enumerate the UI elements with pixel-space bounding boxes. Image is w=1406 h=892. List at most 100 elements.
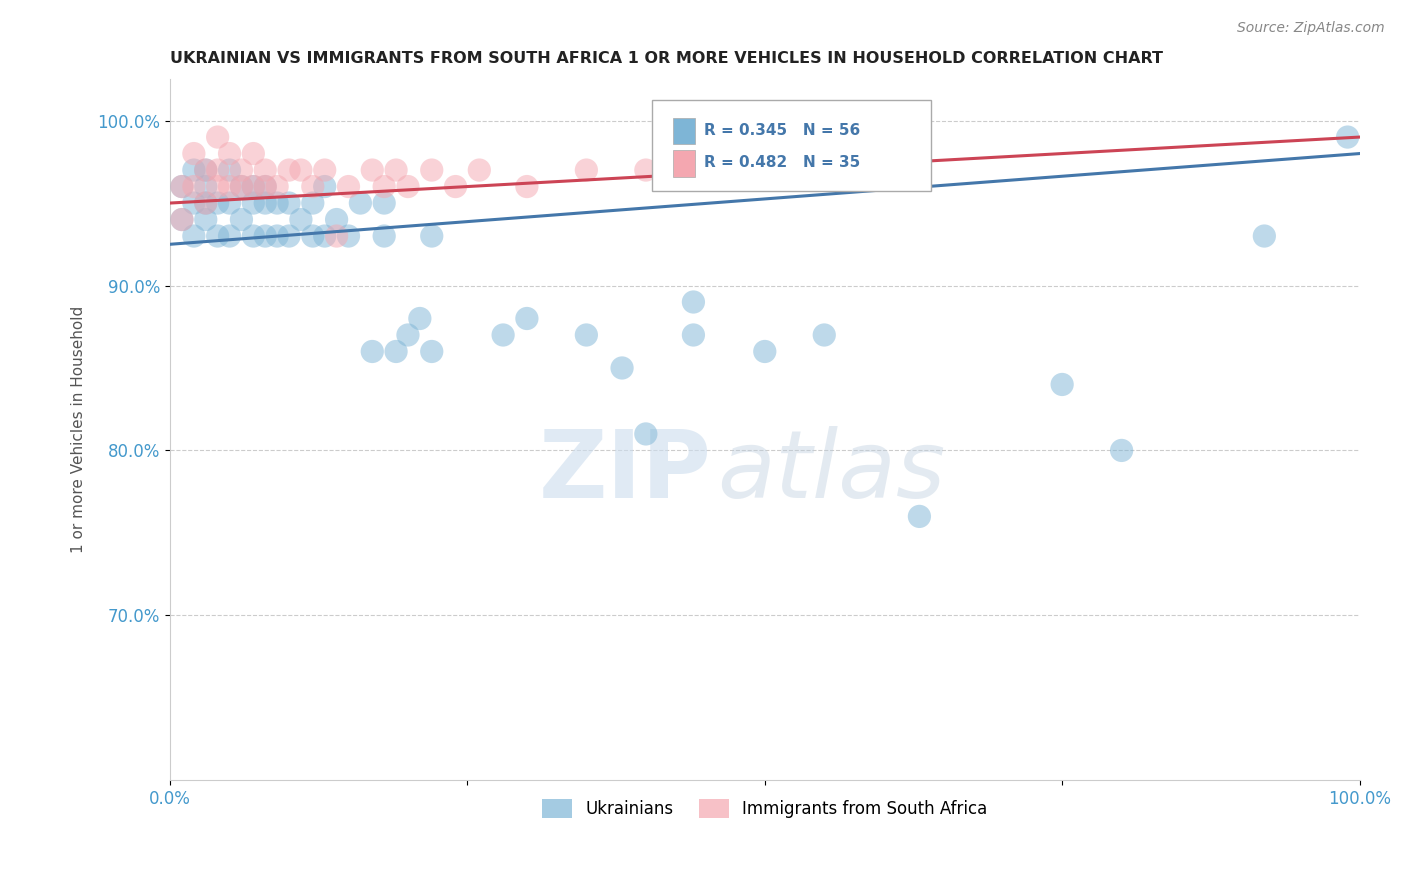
- Point: [183, 229, 205, 244]
- Point: [444, 179, 467, 194]
- Point: [254, 163, 277, 178]
- Point: [337, 179, 360, 194]
- Point: [396, 328, 419, 343]
- Point: [1050, 377, 1073, 392]
- Point: [314, 163, 336, 178]
- Point: [337, 229, 360, 244]
- Point: [207, 196, 229, 211]
- Point: [231, 179, 253, 194]
- Point: [218, 196, 240, 211]
- Text: ZIP: ZIP: [538, 425, 711, 518]
- Point: [373, 179, 395, 194]
- Point: [908, 509, 931, 524]
- Point: [1336, 130, 1358, 145]
- Point: [194, 196, 217, 211]
- Point: [207, 130, 229, 145]
- Point: [361, 344, 384, 359]
- Point: [170, 212, 193, 227]
- Point: [1111, 443, 1133, 458]
- Point: [420, 163, 443, 178]
- Point: [682, 328, 704, 343]
- Legend: Ukrainians, Immigrants from South Africa: Ukrainians, Immigrants from South Africa: [536, 792, 994, 824]
- Point: [194, 163, 217, 178]
- Point: [183, 196, 205, 211]
- Point: [301, 229, 323, 244]
- Text: Source: ZipAtlas.com: Source: ZipAtlas.com: [1237, 21, 1385, 35]
- Point: [231, 212, 253, 227]
- Point: [396, 179, 419, 194]
- Point: [385, 344, 408, 359]
- Point: [420, 344, 443, 359]
- Point: [266, 229, 288, 244]
- Point: [754, 344, 776, 359]
- Bar: [673, 118, 695, 145]
- Point: [254, 229, 277, 244]
- Point: [254, 196, 277, 211]
- Point: [183, 146, 205, 161]
- Point: [314, 229, 336, 244]
- Point: [242, 146, 264, 161]
- Point: [242, 179, 264, 194]
- Point: [349, 196, 371, 211]
- Point: [290, 163, 312, 178]
- Point: [194, 196, 217, 211]
- Point: [575, 163, 598, 178]
- Point: [254, 179, 277, 194]
- Point: [516, 179, 538, 194]
- Point: [575, 328, 598, 343]
- Y-axis label: 1 or more Vehicles in Household: 1 or more Vehicles in Household: [72, 306, 86, 553]
- Point: [634, 163, 657, 178]
- Point: [695, 163, 717, 178]
- Bar: [673, 150, 695, 177]
- FancyBboxPatch shape: [652, 101, 931, 192]
- Point: [634, 426, 657, 441]
- Point: [278, 196, 301, 211]
- Point: [325, 212, 347, 227]
- Point: [373, 229, 395, 244]
- Point: [468, 163, 491, 178]
- Point: [290, 212, 312, 227]
- Text: R = 0.345   N = 56: R = 0.345 N = 56: [704, 123, 860, 138]
- Point: [492, 328, 515, 343]
- Point: [278, 229, 301, 244]
- Point: [218, 163, 240, 178]
- Text: atlas: atlas: [717, 426, 945, 517]
- Point: [170, 212, 193, 227]
- Point: [361, 163, 384, 178]
- Point: [170, 179, 193, 194]
- Point: [325, 229, 347, 244]
- Point: [278, 163, 301, 178]
- Point: [231, 163, 253, 178]
- Point: [218, 146, 240, 161]
- Point: [242, 179, 264, 194]
- Point: [266, 179, 288, 194]
- Point: [373, 196, 395, 211]
- Point: [301, 196, 323, 211]
- Point: [183, 163, 205, 178]
- Point: [254, 179, 277, 194]
- Text: UKRAINIAN VS IMMIGRANTS FROM SOUTH AFRICA 1 OR MORE VEHICLES IN HOUSEHOLD CORREL: UKRAINIAN VS IMMIGRANTS FROM SOUTH AFRIC…: [170, 51, 1163, 66]
- Point: [218, 179, 240, 194]
- Point: [218, 229, 240, 244]
- Point: [194, 212, 217, 227]
- Point: [682, 295, 704, 310]
- Point: [420, 229, 443, 244]
- Point: [194, 163, 217, 178]
- Point: [266, 196, 288, 211]
- Point: [610, 361, 633, 376]
- Point: [207, 163, 229, 178]
- Point: [1253, 229, 1275, 244]
- Point: [183, 179, 205, 194]
- Point: [242, 196, 264, 211]
- Point: [385, 163, 408, 178]
- Point: [314, 179, 336, 194]
- Point: [207, 229, 229, 244]
- Text: R = 0.482   N = 35: R = 0.482 N = 35: [704, 155, 860, 170]
- Point: [194, 179, 217, 194]
- Point: [170, 179, 193, 194]
- Point: [813, 328, 835, 343]
- Point: [207, 179, 229, 194]
- Point: [516, 311, 538, 326]
- Point: [242, 229, 264, 244]
- Point: [231, 179, 253, 194]
